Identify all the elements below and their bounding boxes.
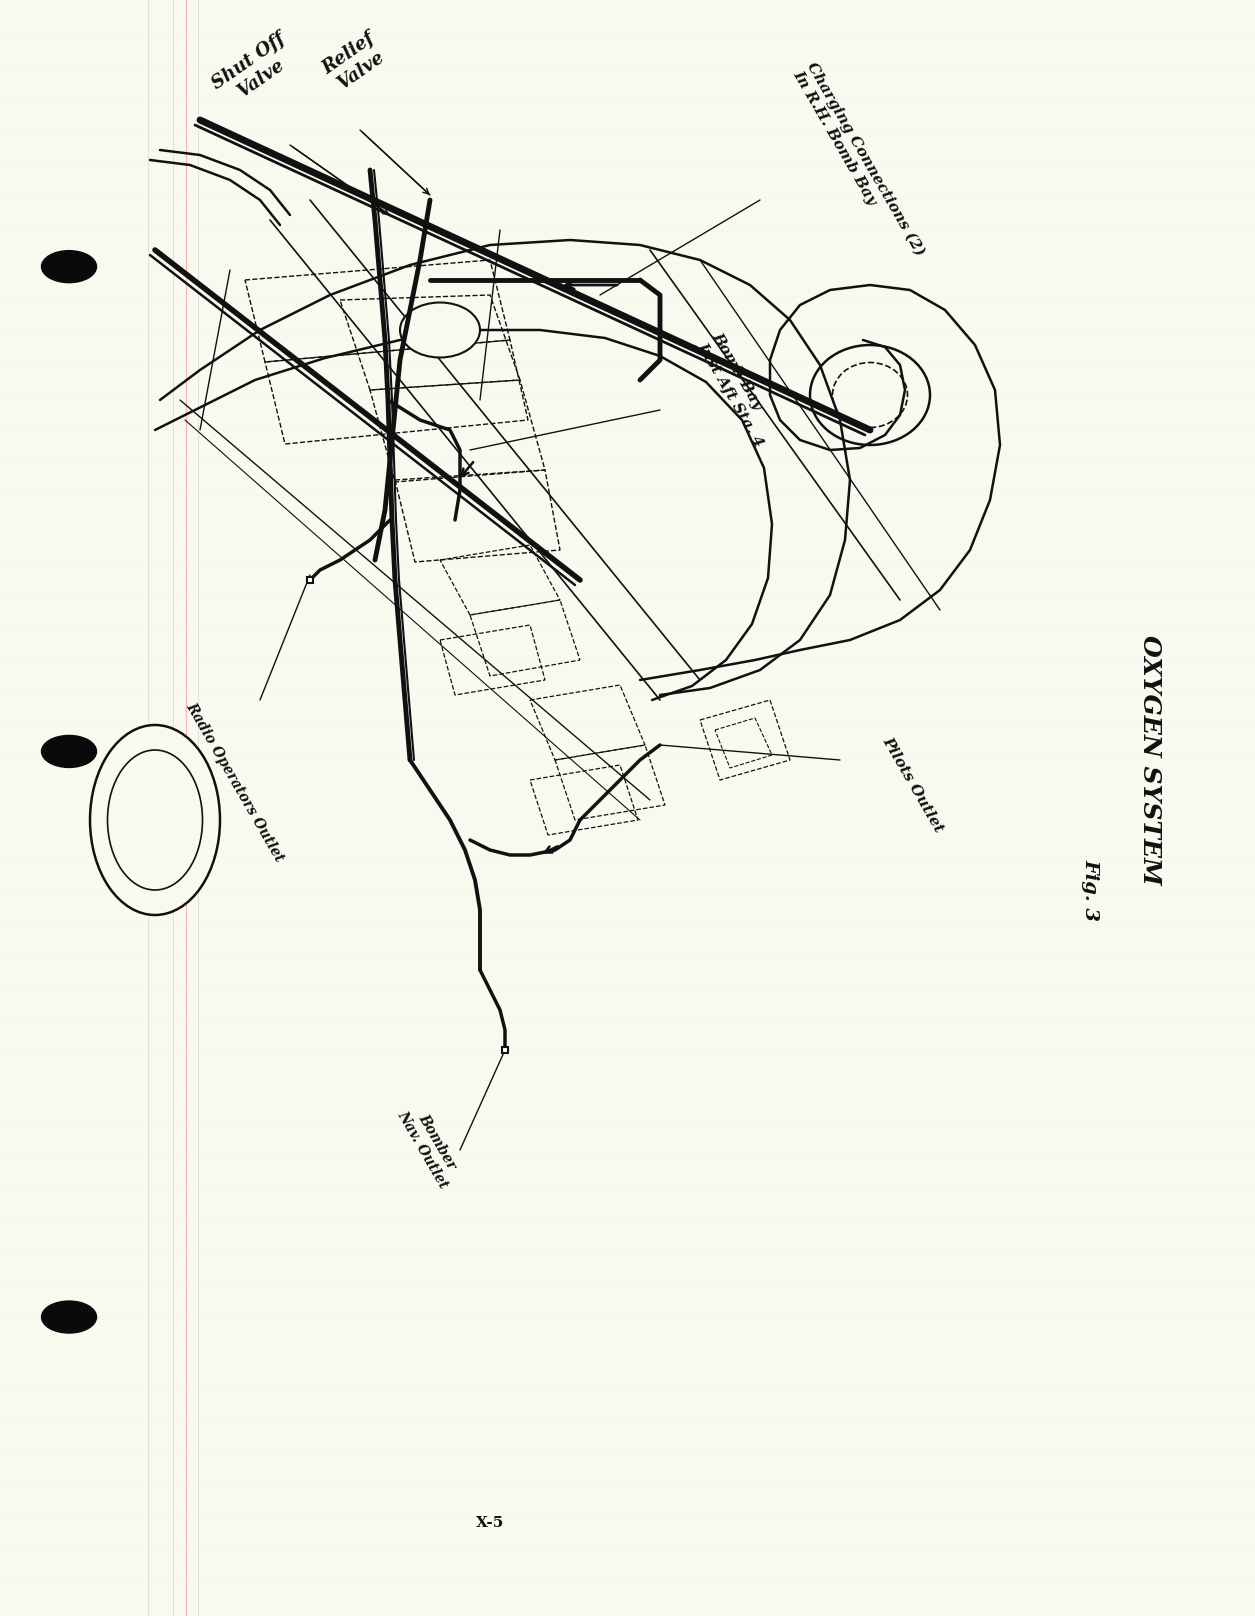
Text: Pilots Outlet: Pilots Outlet	[880, 735, 946, 835]
Text: Radio Operators Outlet: Radio Operators Outlet	[183, 700, 286, 865]
Text: Bomber
Nav. Outlet: Bomber Nav. Outlet	[395, 1100, 464, 1191]
Text: Shut Off
Valve: Shut Off Valve	[210, 29, 301, 110]
Ellipse shape	[108, 750, 202, 890]
Text: Fig. 3: Fig. 3	[1081, 860, 1099, 921]
Text: Bomb Bay
Just Aft Sta. 4: Bomb Bay Just Aft Sta. 4	[695, 330, 781, 448]
Text: OXYGEN SYSTEM: OXYGEN SYSTEM	[1138, 635, 1162, 886]
Ellipse shape	[41, 1301, 97, 1333]
Ellipse shape	[41, 250, 97, 283]
Text: Relief
Valve: Relief Valve	[320, 29, 390, 95]
Text: Charging Connections (2)
In R.H. Bomb Bay: Charging Connections (2) In R.H. Bomb Ba…	[789, 60, 927, 267]
Ellipse shape	[90, 726, 220, 915]
Text: X-5: X-5	[476, 1516, 505, 1530]
Ellipse shape	[41, 735, 97, 768]
Ellipse shape	[400, 302, 479, 357]
